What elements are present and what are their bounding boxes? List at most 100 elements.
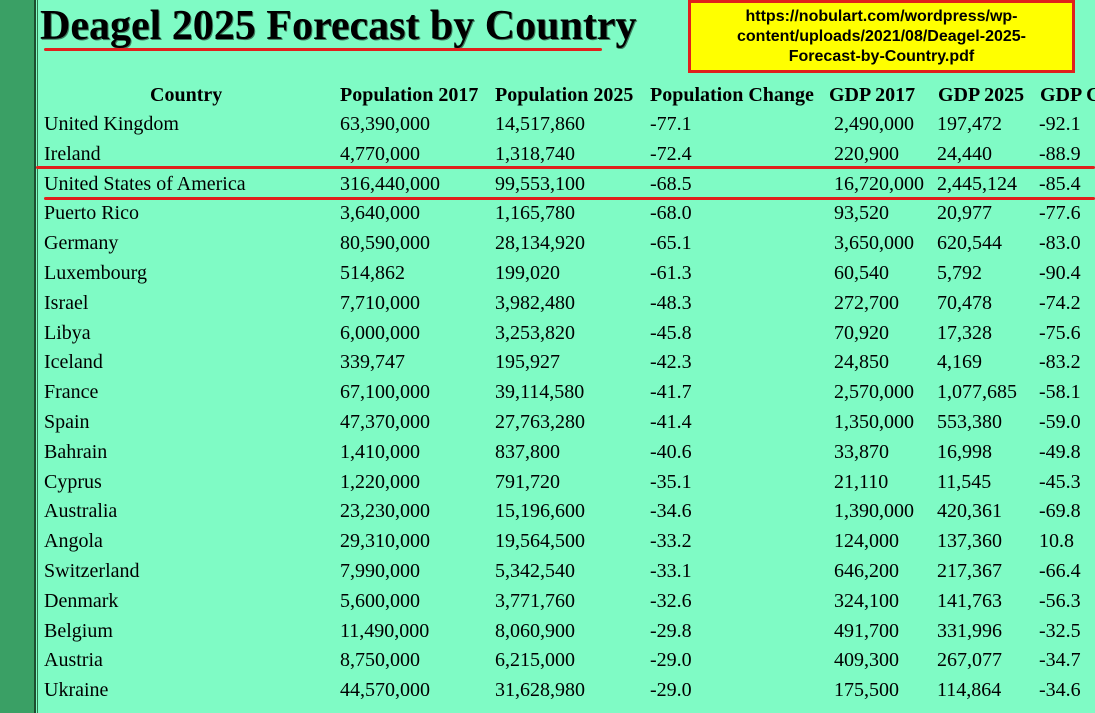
header-population-2025: Population 2025 [495, 84, 634, 106]
cell-population-2017: 7,990,000 [340, 559, 420, 582]
cell-gdp-2025: 420,361 [937, 500, 1002, 523]
header-population-2017: Population 2017 [340, 84, 479, 106]
cell-population-2017: 316,440,000 [340, 172, 440, 195]
table-row: Puerto Rico 3,640,000 1,165,780 -68.0 93,520… [44, 199, 1095, 229]
cell-gdp-2025: 5,792 [937, 261, 982, 284]
table-row: Spain 47,370,000 27,763,280 -41.4 1,350,000 5… [44, 408, 1095, 438]
cell-population-change: -41.7 [650, 381, 692, 404]
cell-gdp-change: -74.2 [1039, 291, 1081, 314]
table-body: United Kingdom 63,390,000 14,517,860 -77.1 2… [44, 110, 1095, 706]
source-url-text: https://nobulart.com/wordpress/wp-conten… [737, 7, 1026, 65]
cell-gdp-2017: 409,300 [834, 649, 899, 672]
cell-gdp-2017: 220,900 [834, 142, 899, 165]
left-divider-inner [37, 0, 38, 713]
cell-population-2025: 28,134,920 [495, 232, 585, 255]
cell-population-2017: 11,490,000 [340, 619, 430, 642]
header-country: Country [150, 84, 223, 106]
cell-population-2017: 339,747 [340, 351, 405, 374]
header-gdp-2017: GDP 2017 [829, 84, 916, 106]
cell-population-2017: 1,220,000 [340, 470, 420, 493]
cell-population-2017: 7,710,000 [340, 291, 420, 314]
table-row: United States of America 316,440,000 99,55… [44, 170, 1095, 200]
cell-gdp-2017: 324,100 [834, 589, 899, 612]
highlight-line-bottom [44, 197, 1095, 200]
cell-country: Cyprus [44, 470, 102, 493]
cell-country: Austria [44, 649, 103, 672]
cell-population-2025: 1,318,740 [495, 142, 575, 165]
table-row: Libya 6,000,000 3,253,820 -45.8 70,920 17,328… [44, 319, 1095, 349]
header-gdp-2025: GDP 2025 [938, 84, 1025, 106]
cell-country: Israel [44, 291, 89, 314]
cell-gdp-change: -34.6 [1039, 679, 1081, 702]
cell-population-2025: 31,628,980 [495, 679, 585, 702]
cell-population-change: -34.6 [650, 500, 692, 523]
cell-gdp-2017: 21,110 [834, 470, 889, 493]
cell-gdp-change: -69.8 [1039, 500, 1081, 523]
cell-population-2025: 8,060,900 [495, 619, 575, 642]
cell-gdp-2017: 70,920 [834, 321, 889, 344]
cell-population-change: -48.3 [650, 291, 692, 314]
table-row: Belgium 11,490,000 8,060,900 -29.8 491,700 33… [44, 617, 1095, 647]
cell-gdp-2017: 33,870 [834, 440, 889, 463]
cell-country: Puerto Rico [44, 202, 139, 225]
cell-gdp-2017: 272,700 [834, 291, 899, 314]
cell-population-2017: 80,590,000 [340, 232, 430, 255]
cell-gdp-2025: 331,996 [937, 619, 1002, 642]
cell-population-change: -35.1 [650, 470, 692, 493]
cell-gdp-2025: 24,440 [937, 142, 992, 165]
cell-gdp-2025: 2,445,124 [937, 172, 1017, 195]
cell-population-2025: 3,253,820 [495, 321, 575, 344]
cell-gdp-2017: 2,490,000 [834, 113, 914, 135]
cell-gdp-2017: 60,540 [834, 261, 889, 284]
cell-country: Switzerland [44, 559, 140, 582]
cell-gdp-2025: 137,360 [937, 530, 1002, 553]
cell-gdp-change: -75.6 [1039, 321, 1081, 344]
cell-gdp-2025: 197,472 [937, 113, 1002, 135]
cell-population-change: -45.8 [650, 321, 692, 344]
cell-gdp-2017: 2,570,000 [834, 381, 914, 404]
cell-population-change: -29.8 [650, 619, 692, 642]
cell-gdp-2017: 24,850 [834, 351, 889, 374]
cell-population-change: -68.5 [650, 172, 692, 195]
table-row: Angola 29,310,000 19,564,500 -33.2 124,000 13… [44, 527, 1095, 557]
cell-population-2017: 6,000,000 [340, 321, 420, 344]
cell-gdp-change: -66.4 [1039, 559, 1081, 582]
cell-gdp-2025: 267,077 [937, 649, 1002, 672]
cell-population-2025: 19,564,500 [495, 530, 585, 553]
table-row: Ireland 4,770,000 1,318,740 -72.4 220,900 24,… [44, 140, 1095, 170]
cell-gdp-change: -49.8 [1039, 440, 1081, 463]
table-row: Cyprus 1,220,000 791,720 -35.1 21,110 11,545 -… [44, 468, 1095, 498]
cell-gdp-2017: 1,390,000 [834, 500, 914, 523]
cell-country: Iceland [44, 351, 103, 374]
table-row: Iceland 339,747 195,927 -42.3 24,850 4,169 -83… [44, 348, 1095, 378]
cell-gdp-2025: 11,545 [937, 470, 992, 493]
table-row: Luxembourg 514,862 199,020 -61.3 60,540 5,792… [44, 259, 1095, 289]
cell-gdp-2025: 16,998 [937, 440, 992, 463]
cell-country: Germany [44, 232, 119, 255]
cell-population-change: -61.3 [650, 261, 692, 284]
header-population-change: Population Change [650, 84, 814, 106]
table-row: Germany 80,590,000 28,134,920 -65.1 3,650,00… [44, 229, 1095, 259]
cell-gdp-2025: 20,977 [937, 202, 992, 225]
cell-country: Angola [44, 530, 103, 553]
cell-country: Luxembourg [44, 261, 147, 284]
cell-population-2025: 6,215,000 [495, 649, 575, 672]
table-row: Ukraine 44,570,000 31,628,980 -29.0 175,500 1… [44, 676, 1095, 706]
cell-population-change: -77.1 [650, 113, 692, 135]
cell-country: United States of America [44, 172, 246, 195]
cell-population-change: -68.0 [650, 202, 692, 225]
cell-gdp-change: -88.9 [1039, 142, 1081, 165]
cell-gdp-change: -45.3 [1039, 470, 1081, 493]
cell-population-2025: 3,771,760 [495, 589, 575, 612]
cell-population-2017: 44,570,000 [340, 679, 430, 702]
cell-country: Belgium [44, 619, 113, 642]
table-header-row: Country Population 2017 Population 2025 … [44, 80, 1095, 110]
cell-population-2025: 837,800 [495, 440, 560, 463]
left-window-strip [0, 0, 34, 713]
cell-population-2025: 27,763,280 [495, 410, 585, 433]
cell-gdp-change: -77.6 [1039, 202, 1081, 225]
cell-population-change: -33.1 [650, 559, 692, 582]
table-row: Australia 23,230,000 15,196,600 -34.6 1,390,… [44, 497, 1095, 527]
cell-gdp-change: -92.1 [1039, 113, 1081, 135]
cell-country: Australia [44, 500, 118, 523]
